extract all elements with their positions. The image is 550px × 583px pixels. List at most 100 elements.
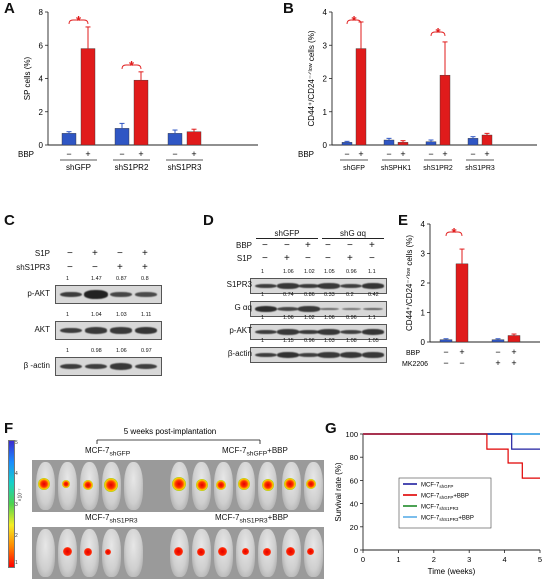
- x-tick-label: 2: [432, 555, 436, 564]
- treatment-sign: −: [92, 262, 98, 273]
- colorbar-tick: 3: [15, 502, 18, 508]
- treatment-sign: +: [92, 248, 98, 259]
- group-label: shS1PR2: [115, 163, 149, 172]
- significance-bracket: [445, 231, 463, 237]
- panel-letter-c: C: [4, 212, 15, 229]
- treatment-sign: −: [262, 240, 268, 251]
- blot-label: p-AKT: [229, 326, 252, 335]
- y-tick-label: 60: [350, 476, 358, 485]
- y-axis-label: Survival rate (%): [334, 462, 343, 521]
- protein-band: [339, 352, 363, 358]
- blot-group-label: shGFP: [256, 229, 318, 239]
- bbp-sign: −: [386, 149, 391, 159]
- densitometry-value: 1: [261, 315, 265, 321]
- significance-bracket: [346, 19, 362, 25]
- legend-label: MCF-7shS1PR3: [421, 505, 459, 512]
- densitometry-value: 1.1: [368, 315, 376, 321]
- treatment-sign: −: [284, 240, 290, 251]
- y-tick-label: 0: [323, 141, 328, 150]
- bbp-sign: −: [428, 149, 433, 159]
- densitometry-value: 1.11: [141, 312, 152, 318]
- treatment-sign: −: [347, 240, 353, 251]
- treatment-sign: −: [495, 347, 500, 357]
- densitometry-value: 0.86: [304, 292, 315, 298]
- x-tick-label: 5: [538, 555, 542, 564]
- protein-band: [276, 352, 300, 358]
- bioluminescence-signal: [286, 547, 295, 556]
- panel-letter-e: E: [398, 212, 409, 229]
- densitometry-value: 0.96: [304, 338, 315, 344]
- y-tick-label: 3: [323, 41, 328, 50]
- bioluminescence-signal: [172, 477, 186, 491]
- protein-band: [276, 283, 300, 289]
- densitometry-value: 1.1: [368, 269, 376, 275]
- blot-label: β-actin: [227, 349, 252, 358]
- densitometry-value: 0.74: [283, 292, 294, 298]
- bbp-sign: −: [172, 149, 177, 159]
- densitometry-value: 1.06: [283, 315, 294, 321]
- imaging-group-label: MCF-7shGFP: [85, 446, 131, 458]
- panel-letter-b: B: [283, 0, 294, 17]
- group-label: shSPHK1: [381, 165, 411, 172]
- bbp-sign: +: [138, 149, 143, 159]
- y-tick-label: 100: [345, 430, 358, 439]
- legend-label: MCF-7shS1PR3+BBP: [421, 516, 474, 523]
- protein-band: [60, 291, 82, 298]
- y-tick-label: 0: [354, 546, 358, 555]
- treatment-label: S1P: [236, 254, 252, 263]
- group-label: shS1PR3: [465, 165, 495, 172]
- treatment-sign: +: [347, 253, 353, 264]
- bbp-sign: −: [470, 149, 475, 159]
- treatment-sign: +: [511, 358, 516, 368]
- colorbar-tick: 2: [15, 533, 18, 539]
- colorbar-tick: 5: [15, 440, 18, 446]
- mouse-image: [102, 529, 121, 577]
- colorbar-tick: 1: [15, 560, 18, 566]
- blot-group-label: shG αq: [322, 229, 384, 239]
- bioluminescence-signal: [238, 478, 250, 490]
- protein-band: [317, 352, 341, 358]
- group-label: shS1PR2: [423, 165, 453, 172]
- bbp-sign: −: [344, 149, 349, 159]
- protein-band: [317, 329, 341, 335]
- protein-band: [109, 363, 133, 370]
- bioluminescence-signal: [105, 549, 111, 555]
- significance-bracket: [68, 19, 89, 25]
- treatment-sign: +: [305, 240, 311, 251]
- protein-band: [361, 329, 385, 335]
- blot-strip: [55, 357, 162, 376]
- protein-band: [297, 283, 321, 289]
- densitometry-value: 1.02: [304, 315, 315, 321]
- treatment-sign: +: [142, 262, 148, 273]
- x-tick-label: 1: [396, 555, 400, 564]
- bioluminescence-signal: [263, 548, 271, 556]
- protein-band: [85, 363, 107, 370]
- y-tick-label: 4: [39, 75, 44, 84]
- densitometry-value: 1: [66, 276, 70, 282]
- y-axis-label: SP cells (%): [23, 56, 32, 100]
- protein-band: [84, 290, 108, 299]
- legend-box: [398, 477, 492, 529]
- panel-letter-f: F: [4, 420, 14, 437]
- treatment-sign: −: [443, 358, 448, 368]
- panel-letter-a: A: [4, 0, 15, 17]
- blot-strip: [55, 321, 162, 340]
- significance-bracket: [430, 31, 446, 37]
- bar: [467, 138, 479, 146]
- y-tick-label: 3: [421, 250, 426, 259]
- luminescence-colorbar: [8, 440, 15, 568]
- bioluminescence-signal: [63, 547, 72, 556]
- blot-label: β -actin: [23, 360, 50, 370]
- y-tick-label: 2: [39, 108, 44, 117]
- bbp-sign: +: [191, 149, 196, 159]
- y-tick-label: 4: [323, 8, 328, 17]
- protein-band: [134, 327, 158, 334]
- protein-band: [60, 363, 82, 370]
- treatment-sign: −: [262, 253, 268, 264]
- colorbar-tick: 4: [15, 471, 18, 477]
- colorbar-unit: ×10⁻⁷: [17, 488, 24, 502]
- bioluminescence-signal: [216, 480, 226, 490]
- y-tick-label: 40: [350, 500, 358, 509]
- densitometry-value: 0.33: [324, 292, 335, 298]
